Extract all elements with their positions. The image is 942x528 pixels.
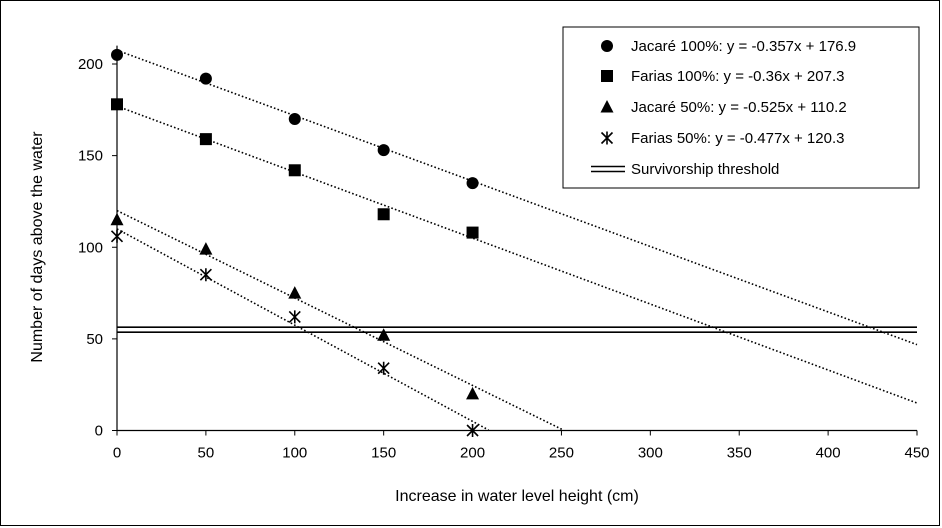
data-point-series-2	[288, 286, 302, 299]
y-tick-label: 200	[78, 56, 103, 73]
x-tick-label: 150	[371, 445, 396, 462]
data-point-series-0	[199, 72, 212, 85]
legend-symbol-series-3	[600, 131, 614, 145]
legend-symbol-series-1	[601, 70, 613, 82]
x-tick-label: 0	[113, 445, 121, 462]
x-tick-label: 450	[904, 445, 929, 462]
x-tick-label: 300	[638, 445, 663, 462]
legend: Jacaré 100%: y = -0.357x + 176.9 Farias …	[562, 26, 920, 189]
data-points	[110, 48, 480, 437]
data-point-series-1	[466, 226, 479, 239]
trendline-series-2	[116, 209, 564, 431]
threshold-line	[117, 326, 917, 334]
y-tick-label: 150	[78, 148, 103, 165]
data-point-series-2	[199, 242, 213, 255]
legend-label-farias-50: Farias 50%: y = -0.477x + 120.3	[631, 130, 844, 147]
data-point-series-0	[466, 177, 479, 190]
data-point-series-1	[199, 133, 212, 146]
x-tick-label: 200	[460, 445, 485, 462]
trendlines	[116, 49, 918, 431]
y-ticks: 0 50 100 150 200	[78, 56, 117, 440]
data-point-series-3	[288, 310, 301, 324]
legend-label-jacare-100: Jacaré 100%: y = -0.357x + 176.9	[631, 38, 856, 55]
legend-symbols	[591, 40, 625, 173]
data-point-series-2	[466, 386, 480, 400]
x-tick-label: 350	[727, 445, 752, 462]
y-tick-label: 100	[78, 239, 103, 256]
data-point-series-3	[466, 424, 479, 437]
legend-box	[562, 26, 920, 189]
x-ticks: 0 50 100 150 200 250 300 350 400 450	[113, 430, 930, 462]
legend-label-threshold: Survivorship threshold	[631, 161, 779, 178]
x-tick-label: 400	[816, 445, 841, 462]
data-point-series-0	[111, 48, 123, 61]
legend-symbol-series-2	[600, 100, 614, 113]
x-tick-label: 50	[198, 445, 215, 462]
data-point-series-2	[110, 212, 124, 226]
y-tick-label: 50	[86, 331, 103, 348]
data-point-series-1	[111, 98, 123, 111]
data-point-series-3	[377, 361, 390, 375]
y-axis-title: Number of days above the water	[29, 131, 46, 363]
y-tick-label: 0	[95, 423, 103, 440]
data-point-series-2	[377, 328, 391, 341]
x-axis-title: Increase in water level height (cm)	[395, 488, 639, 505]
data-point-series-3	[199, 268, 212, 282]
x-tick-label: 250	[549, 445, 574, 462]
trendline-series-1	[116, 105, 918, 404]
x-tick-label: 100	[282, 445, 307, 462]
data-point-series-1	[377, 208, 390, 221]
data-point-series-0	[377, 144, 390, 157]
legend-symbol-series-0	[601, 40, 613, 52]
data-point-series-3	[110, 229, 124, 243]
legend-label-farias-100: Farias 100%: y = -0.36x + 207.3	[631, 68, 844, 85]
trendline-series-0	[116, 49, 918, 346]
data-point-series-1	[288, 164, 301, 177]
legend-label-jacare-50: Jacaré 50%: y = -0.525x + 110.2	[631, 99, 847, 116]
data-point-series-0	[288, 112, 301, 125]
trendline-series-3	[116, 228, 489, 431]
